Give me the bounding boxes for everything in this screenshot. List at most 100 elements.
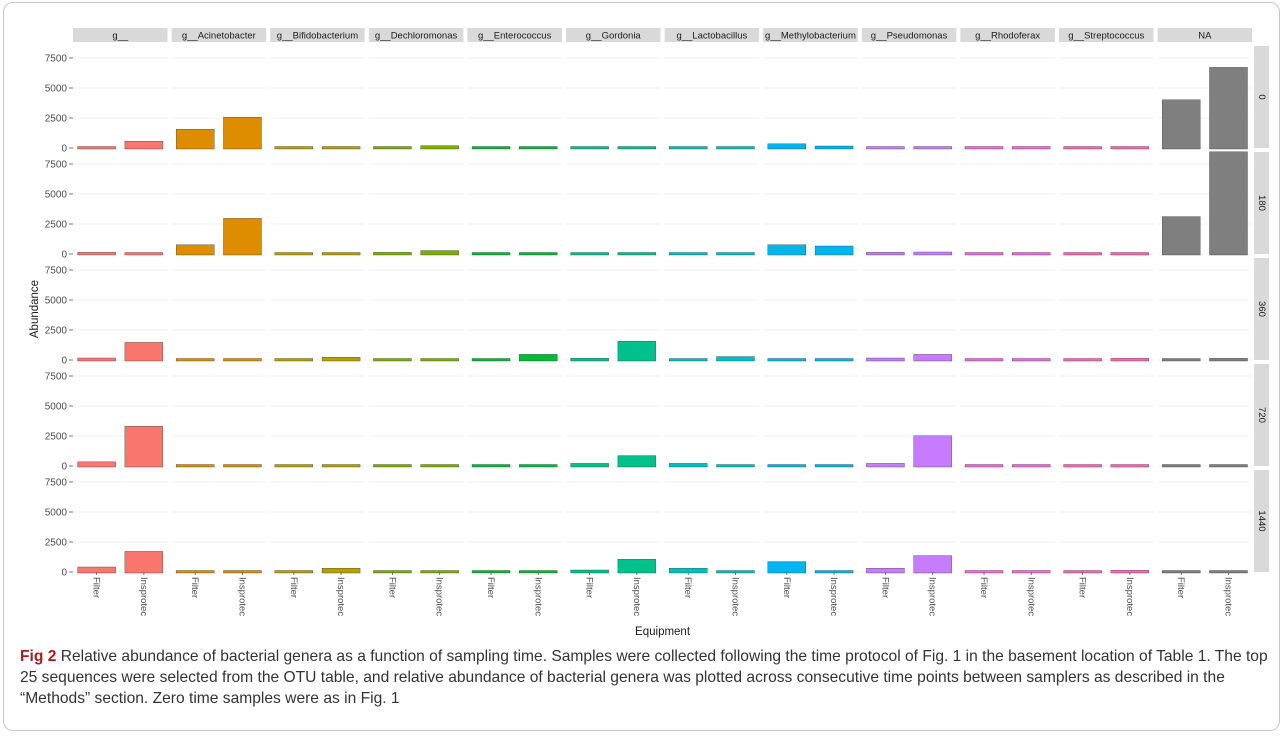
bar [617, 146, 657, 150]
bar [1012, 252, 1051, 256]
facet-strip-col [270, 28, 365, 42]
facet-panel [368, 46, 464, 148]
bar [471, 252, 511, 256]
facet-panel [763, 364, 858, 466]
x-tick-label: Insprotec [138, 577, 149, 616]
bar [866, 146, 905, 150]
facet-panel [73, 152, 168, 254]
bar [223, 464, 262, 468]
facet-strip-row [1254, 152, 1270, 254]
bar [124, 252, 164, 256]
bar [1012, 464, 1051, 468]
y-tick-label: 7500 [45, 372, 68, 383]
bar [617, 559, 657, 574]
bar [964, 464, 1004, 468]
bar [1162, 358, 1201, 362]
bar [913, 146, 952, 150]
facet-strip-col [1157, 28, 1253, 42]
x-tick-label: Insprotec [729, 577, 740, 616]
bar [669, 358, 708, 362]
bar [1063, 464, 1102, 468]
bar [1110, 464, 1150, 468]
facet-strip-col [861, 28, 957, 42]
facet-panel [368, 364, 464, 466]
bar [519, 354, 558, 362]
bar [866, 357, 905, 362]
facet-panel [566, 470, 661, 572]
facet-strip-label: g__Rhodoferax [975, 31, 1040, 42]
y-tick-label: 0 [61, 462, 67, 473]
bar [223, 117, 262, 150]
x-tick-label: Filter [682, 577, 693, 598]
facet-panel [664, 152, 760, 254]
y-tick-label: 2500 [45, 538, 68, 549]
facet-panel [861, 470, 957, 572]
bar [321, 464, 361, 468]
figure-frame [3, 2, 1280, 731]
bar [1162, 216, 1201, 256]
facet-strip-label: 360 [1256, 301, 1267, 317]
facet-strip-col [763, 28, 858, 42]
bar [1063, 252, 1102, 256]
facet-panel [270, 258, 365, 360]
bar [814, 358, 854, 362]
facet-panel [171, 258, 267, 360]
figure-caption-text: Relative abundance of bacterial genera a… [20, 648, 1268, 707]
bar [77, 461, 116, 468]
facet-strip-label: g__Methylobacterium [765, 31, 856, 42]
bar [669, 463, 708, 468]
facet-strip-label: g__Dechloromonas [375, 31, 458, 42]
facet-panel [270, 152, 365, 254]
bar [274, 358, 314, 362]
bar [617, 455, 657, 468]
bar [1209, 151, 1248, 256]
bar [519, 252, 558, 256]
bar [1063, 146, 1102, 150]
y-tick-label: 5000 [45, 296, 68, 307]
y-tick-label: 7500 [45, 266, 68, 277]
bar [321, 146, 361, 150]
bar [274, 464, 314, 468]
bar [617, 252, 657, 256]
facet-strip-label: g__Lactobacillus [676, 31, 747, 42]
facet-strip-col [960, 28, 1055, 42]
bar [420, 464, 459, 468]
bar [964, 252, 1004, 256]
bar [373, 252, 412, 256]
bar [1209, 464, 1248, 468]
bar [223, 218, 262, 256]
facet-panel [763, 46, 858, 148]
bar [420, 145, 459, 150]
facet-strip-label: g__ [112, 31, 129, 42]
facet-strip-row [1254, 258, 1270, 360]
bar [866, 252, 905, 256]
bar [176, 358, 215, 362]
facet-panel [664, 258, 760, 360]
x-tick-label: Filter [91, 577, 102, 598]
facet-panel [1059, 46, 1154, 148]
facet-strip-col [467, 28, 562, 42]
x-tick-label: Filter [584, 577, 595, 598]
facet-strip-label: 720 [1256, 407, 1267, 423]
x-tick-label: Insprotec [532, 577, 543, 616]
bar [1110, 146, 1150, 150]
facet-panel [664, 46, 760, 148]
y-tick-label: 0 [61, 568, 67, 579]
y-tick-label: 5000 [45, 508, 68, 519]
bar [716, 146, 755, 150]
bar [1012, 358, 1051, 362]
facet-panel [1157, 470, 1253, 572]
bar [373, 358, 412, 362]
facet-panel [763, 152, 858, 254]
bar [1110, 358, 1150, 362]
facet-panel [1059, 152, 1154, 254]
bar [913, 251, 952, 256]
y-tick-label: 5000 [45, 402, 68, 413]
facet-panel [861, 152, 957, 254]
facet-panel [763, 258, 858, 360]
facet-strip-row [1254, 470, 1270, 572]
bar [176, 244, 215, 256]
bar [124, 342, 164, 362]
facet-panel [1059, 470, 1154, 572]
bar [471, 464, 511, 468]
